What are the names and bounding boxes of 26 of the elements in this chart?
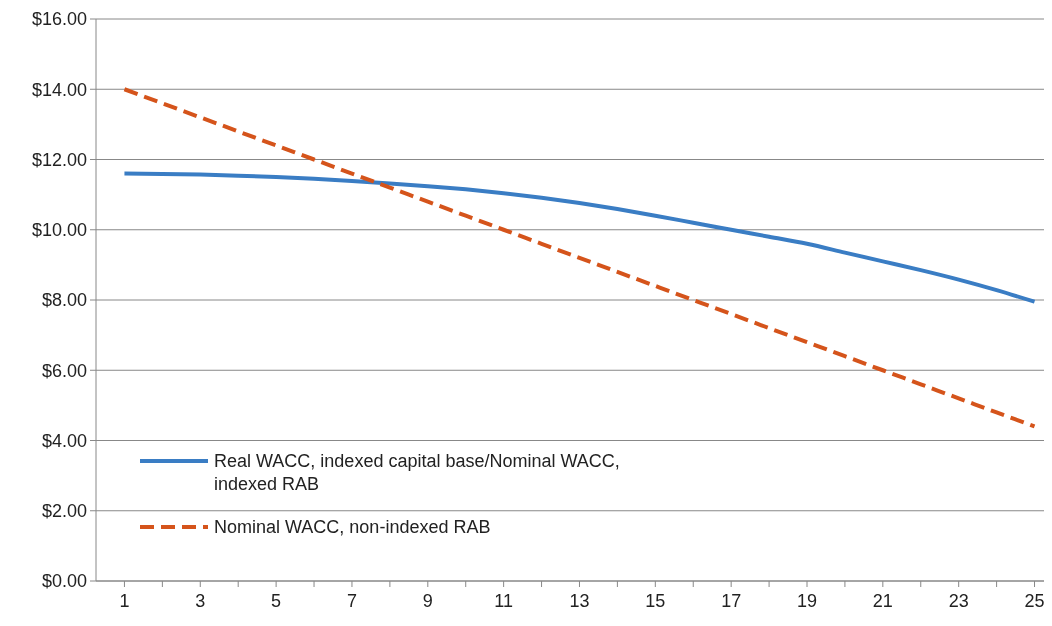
line-series [122,87,1037,429]
x-tick-label: 11 [494,591,513,611]
y-tick-label: $14.00 [31,79,87,100]
x-tick-label: 1 [119,591,130,611]
y-tick-label: $2.00 [41,501,87,522]
y-tick-label: $8.00 [41,290,87,311]
y-tick-label: $0.00 [41,571,87,592]
x-tick-label: 15 [645,591,666,611]
line-series [122,171,1037,304]
y-tick-label: $16.00 [31,9,87,30]
y-tick-label: $12.00 [31,149,87,170]
x-tick-label: 23 [948,591,969,611]
y-tick-label: $4.00 [41,430,87,451]
y-tick-label: $6.00 [41,360,87,381]
x-tick-label: 9 [422,591,433,611]
x-tick-label: 21 [872,591,893,611]
x-tick-label: 25 [1024,591,1045,611]
x-tick-label: 17 [721,591,742,611]
x-tick-label: 3 [195,591,206,611]
x-tick-label: 19 [796,591,818,611]
legend-label: Nominal WACC, non-indexed RAB [214,517,491,537]
x-tick-label: 13 [569,591,590,611]
x-tick-label: 5 [271,591,282,611]
legend-label: Real WACC, indexed capital base/Nominal WACC, indexed RAB [214,451,620,494]
x-tick-label: 7 [346,591,357,611]
y-tick-label: $10.00 [31,220,87,241]
